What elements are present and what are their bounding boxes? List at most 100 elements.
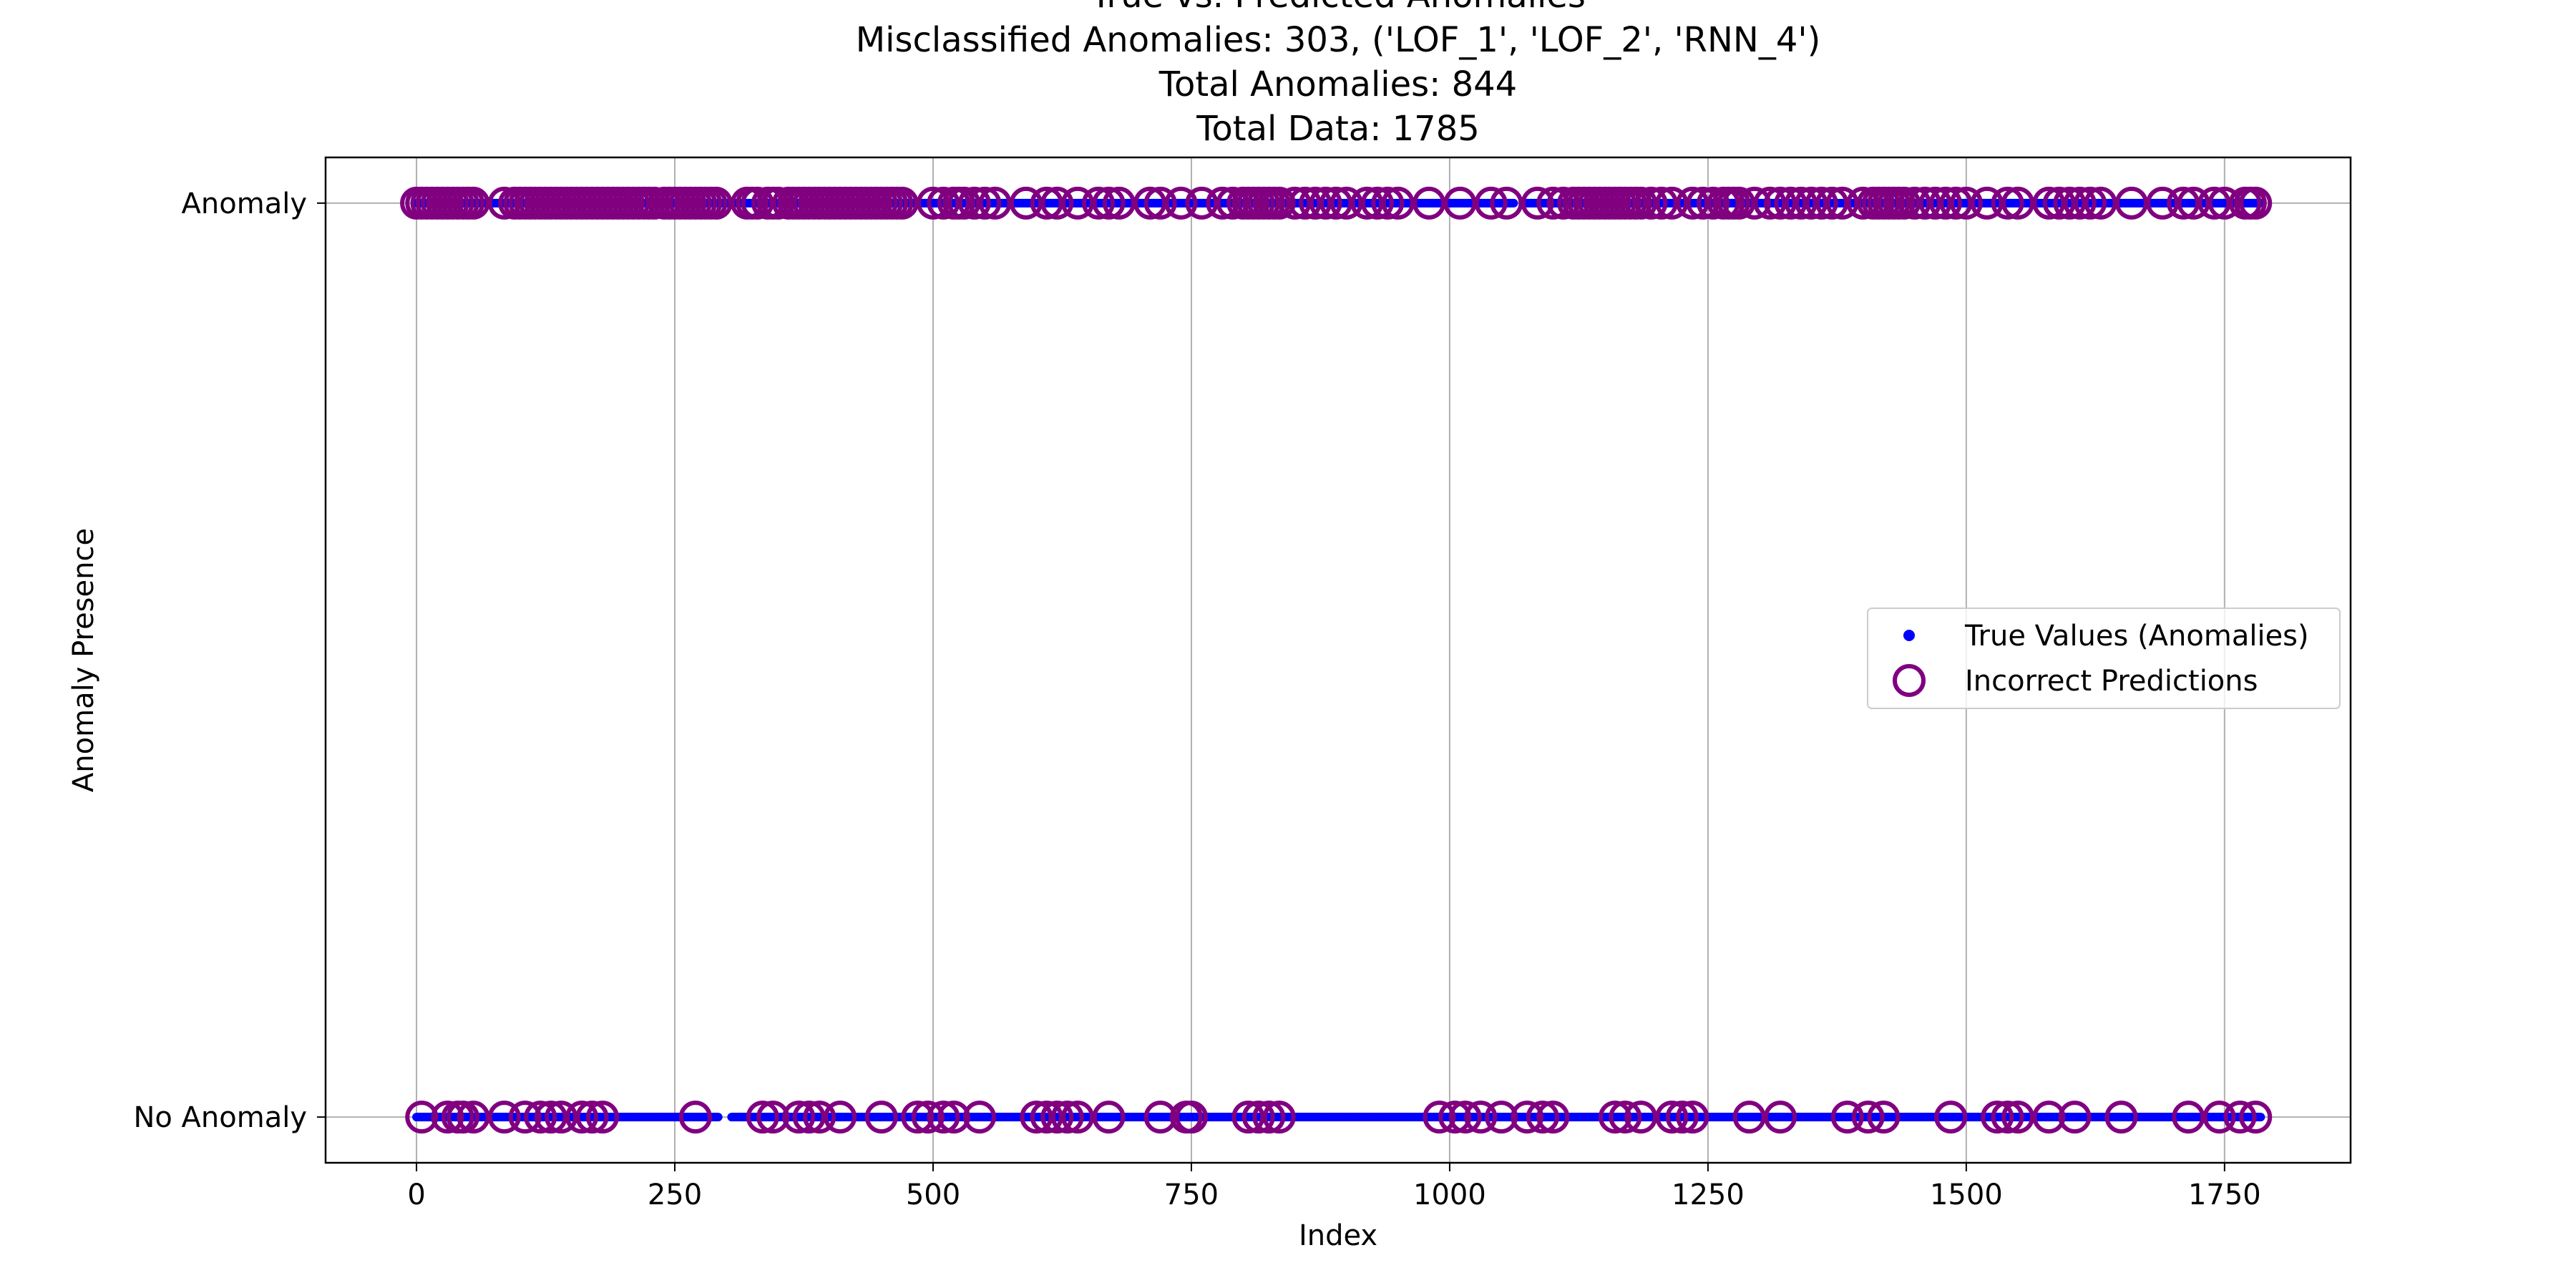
incorrect-prediction-point (756, 1101, 790, 1134)
incorrect-prediction-point (963, 1101, 996, 1134)
y-axis-label: Anomaly Presence (67, 528, 100, 792)
incorrect-prediction-point (1908, 186, 1942, 220)
incorrect-prediction-point (405, 1101, 439, 1134)
y-tick-label: No Anomaly (133, 1101, 307, 1134)
incorrect-prediction-point (1040, 186, 1074, 220)
incorrect-prediction-point (1599, 1101, 1631, 1134)
incorrect-prediction-point (1536, 1101, 1570, 1134)
incorrect-prediction-point (2239, 186, 2273, 220)
chart-title-line-4: Total Data: 1785 (1196, 109, 1480, 149)
incorrect-prediction-point (1665, 1101, 1699, 1134)
incorrect-prediction-point (457, 186, 490, 220)
true-value-point (1509, 198, 1518, 208)
incorrect-prediction-point (565, 1101, 599, 1134)
incorrect-prediction-point (1143, 1101, 1177, 1134)
incorrect-prediction-point (1092, 186, 1126, 220)
incorrect-prediction-point (2239, 1101, 2273, 1134)
incorrect-prediction-point (2146, 186, 2180, 220)
incorrect-prediction-point (927, 186, 960, 220)
incorrect-prediction-point (1330, 186, 1363, 220)
legend-label-true-values: True Values (Anomalies) (1964, 620, 2309, 653)
incorrect-prediction-point (917, 186, 950, 220)
incorrect-prediction-point (2053, 186, 2087, 220)
incorrect-prediction-point (901, 1101, 935, 1134)
incorrect-prediction-point (1764, 1101, 1797, 1134)
incorrect-prediction-point (1991, 186, 2024, 220)
incorrect-prediction-point (1164, 186, 1198, 220)
incorrect-prediction-point (1697, 186, 1730, 220)
incorrect-predictions-series (400, 186, 2273, 1134)
incorrect-prediction-point (2104, 1101, 2138, 1134)
incorrect-prediction-point (1381, 186, 1415, 220)
incorrect-prediction-point (1929, 186, 1962, 220)
incorrect-prediction-point (2177, 186, 2210, 220)
incorrect-prediction-point (524, 1101, 557, 1134)
x-tick-label: 750 (1164, 1179, 1219, 1211)
incorrect-prediction-point (1020, 1101, 1053, 1134)
incorrect-prediction-point (1609, 1101, 1642, 1134)
x-axis-label: Index (1299, 1219, 1377, 1252)
incorrect-prediction-point (699, 186, 733, 220)
incorrect-prediction-point (2058, 1101, 2092, 1134)
incorrect-prediction-point (487, 186, 521, 220)
incorrect-prediction-point (2074, 186, 2107, 220)
incorrect-prediction-point (1795, 186, 1828, 220)
plot-area (324, 156, 2352, 1164)
incorrect-prediction-point (586, 1101, 619, 1134)
incorrect-prediction-point (1867, 1101, 1901, 1134)
incorrect-prediction-point (2202, 1101, 2236, 1134)
incorrect-prediction-point (1241, 1101, 1275, 1134)
incorrect-prediction-point (1448, 1101, 1482, 1134)
incorrect-prediction-point (1133, 186, 1167, 220)
incorrect-prediction-point (2084, 186, 2117, 220)
chart-title: True vs. Predicted Anomalies Misclassifi… (856, 0, 1821, 149)
incorrect-prediction-point (968, 186, 1002, 220)
incorrect-prediction-point (534, 1101, 567, 1134)
incorrect-prediction-point (1753, 186, 1787, 220)
legend-label-incorrect-predictions: Incorrect Predictions (1965, 665, 2258, 698)
incorrect-prediction-point (1252, 1101, 1286, 1134)
incorrect-prediction-point (1624, 186, 1658, 220)
incorrect-prediction-point (1175, 1101, 1208, 1134)
incorrect-prediction-point (937, 1101, 970, 1134)
incorrect-prediction-point (792, 1101, 826, 1134)
incorrect-prediction-point (1511, 1101, 1544, 1134)
incorrect-prediction-point (1686, 186, 1719, 220)
chart-title-line-3: Total Anomalies: 844 (1158, 64, 1517, 104)
incorrect-prediction-point (1934, 1101, 1968, 1134)
incorrect-prediction-point (1676, 186, 1709, 220)
incorrect-prediction-point (1490, 186, 1523, 220)
incorrect-prediction-point (2207, 186, 2241, 220)
incorrect-prediction-point (678, 1101, 712, 1134)
incorrect-prediction-point (1676, 1101, 1709, 1134)
incorrect-prediction-point (1830, 1101, 1864, 1134)
incorrect-prediction-point (1206, 186, 1239, 220)
incorrect-prediction-point (1732, 1101, 1766, 1134)
x-tick-label: 1250 (1672, 1179, 1745, 1211)
incorrect-prediction-point (1888, 186, 1921, 220)
incorrect-prediction-point (885, 186, 919, 220)
incorrect-prediction-point (978, 186, 1012, 220)
legend-marker-true-values (1903, 630, 1915, 641)
incorrect-prediction-point (1526, 1101, 1559, 1134)
legend-marker-incorrect-predictions (1893, 664, 1926, 697)
incorrect-prediction-point (1443, 186, 1477, 220)
incorrect-prediction-point (1030, 186, 1063, 220)
incorrect-prediction-point (487, 1101, 521, 1134)
incorrect-prediction-point (1536, 186, 1570, 220)
legend: True Values (Anomalies) Incorrect Predic… (1867, 608, 2341, 709)
incorrect-prediction-point (782, 1101, 816, 1134)
incorrect-prediction-point (1423, 1101, 1456, 1134)
incorrect-prediction-point (2114, 186, 2148, 220)
x-axis-ticks: 0 250 500 750 1000 1250 1500 1750 (407, 1163, 2261, 1211)
chart-title-line-1: True vs. Predicted Anomalies (1090, 0, 1586, 16)
true-value-point (713, 1113, 723, 1122)
incorrect-prediction-point (1764, 186, 1797, 220)
incorrect-prediction-point (1825, 186, 1859, 220)
incorrect-prediction-point (1050, 1101, 1084, 1134)
incorrect-prediction-point (1009, 186, 1043, 220)
incorrect-prediction-point (1299, 186, 1332, 220)
incorrect-prediction-point (431, 1101, 464, 1134)
incorrect-prediction-point (1413, 186, 1446, 220)
x-tick-label: 0 (407, 1179, 425, 1211)
